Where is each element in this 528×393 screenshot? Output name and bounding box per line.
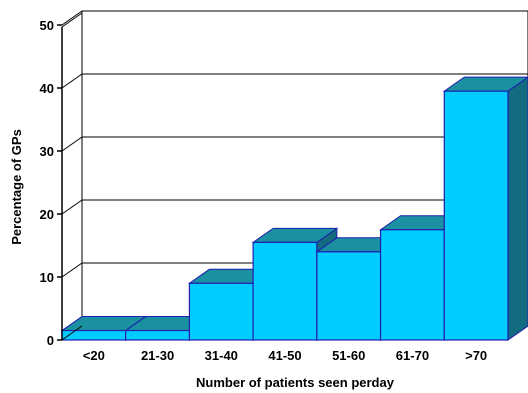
x-tick-label: <20	[83, 348, 105, 363]
x-tick-labels: <20 21-30 31-40 41-50 51-60 61-70 >70	[83, 348, 487, 363]
gridline-depth	[61, 73, 83, 89]
bar-front	[125, 329, 191, 341]
x-tick-label: 41-50	[268, 348, 301, 363]
y-tick-label: 20	[40, 207, 54, 222]
x-tick-label: 51-60	[332, 348, 365, 363]
x-tick-label: 31-40	[205, 348, 238, 363]
bar-side	[507, 76, 528, 341]
bar-front	[188, 282, 254, 341]
floor-depth-edge	[61, 325, 83, 341]
bar-front	[443, 90, 509, 341]
y-tick-label: 50	[40, 18, 54, 33]
x-axis-title: Number of patients seen perday	[196, 375, 395, 390]
bars	[60, 76, 528, 341]
bar-front	[61, 329, 127, 341]
y-tick-label: 10	[40, 270, 54, 285]
gridline-depth	[61, 262, 83, 278]
y-tick-labels: 0 10 20 30 40 50	[40, 18, 54, 348]
y-tick-label: 30	[40, 144, 54, 159]
gridline-depth	[61, 10, 83, 26]
bar	[442, 76, 528, 341]
x-tick-label: 61-70	[396, 348, 429, 363]
x-tick-label: >70	[465, 348, 487, 363]
axes	[57, 12, 83, 341]
y-axis-title: Percentage of GPs	[9, 129, 24, 245]
bar-front	[252, 241, 318, 341]
bar-front	[379, 229, 445, 341]
y-tick-label: 0	[47, 333, 54, 348]
bar-front	[316, 251, 382, 341]
gridline-depth	[61, 136, 83, 152]
top-depth-edge	[61, 12, 83, 28]
y-tick-label: 40	[40, 81, 54, 96]
gridline-depth	[61, 199, 83, 215]
x-tick-label: 21-30	[141, 348, 174, 363]
